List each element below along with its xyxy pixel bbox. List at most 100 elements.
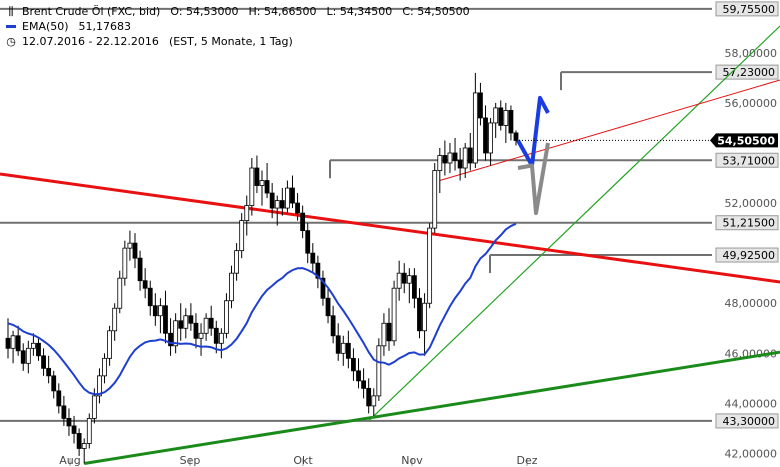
- level-label: 59,75500: [723, 3, 776, 16]
- ema-value: 51,17683: [78, 20, 132, 33]
- candle-body: [340, 342, 346, 354]
- candle-body: [97, 375, 102, 397]
- candle-body: [295, 202, 300, 214]
- uptrend-line-long: [83, 350, 780, 465]
- candle-body: [203, 317, 209, 334]
- candle-body: [472, 92, 478, 164]
- level-label-box: [715, 64, 779, 80]
- candle-body: [244, 205, 250, 222]
- bearish-scenario-arrow: [517, 142, 550, 216]
- candle-body: [198, 332, 204, 339]
- candle-body: [239, 220, 245, 252]
- candle-body: [351, 357, 356, 372]
- level-label-box: [715, 1, 779, 17]
- candle-body: [5, 337, 11, 349]
- candle-body: [213, 327, 219, 344]
- candle-body: [462, 147, 468, 169]
- candle-body: [345, 342, 351, 359]
- candle-body: [218, 332, 224, 344]
- uptrend-line-steep: [368, 25, 780, 422]
- candle-body: [376, 345, 382, 397]
- candle-body: [447, 152, 453, 164]
- candle-body: [310, 252, 316, 264]
- candle-body: [229, 272, 234, 302]
- candle-body: [284, 187, 290, 209]
- y-tick-label: 56,00000: [725, 97, 778, 110]
- candle-body: [478, 92, 483, 119]
- chart-meta: (EST, 5 Monate, 1 Tag): [168, 35, 293, 48]
- candle-body: [122, 247, 128, 279]
- candle-body: [30, 342, 36, 349]
- candle-body: [264, 180, 270, 194]
- level-label: 51,21500: [723, 217, 776, 230]
- date-range: 12.07.2016 - 22.12.2016: [22, 35, 159, 48]
- y-tick-label: 46,00000: [725, 347, 778, 360]
- candle-body: [56, 390, 62, 407]
- candle-body: [178, 320, 184, 329]
- candle-body: [183, 315, 189, 329]
- candle-body: [371, 395, 377, 407]
- close-value: C: 54,50500: [402, 5, 470, 18]
- candle-body: [76, 433, 82, 449]
- candle-body: [127, 242, 133, 249]
- candle-body: [46, 367, 52, 377]
- candle-body: [381, 322, 387, 347]
- candle-body: [320, 277, 326, 299]
- level-label: 57,23000: [723, 66, 776, 79]
- candle-body: [442, 155, 448, 164]
- candle-body: [112, 307, 118, 332]
- channel-line: [439, 79, 780, 182]
- candle-body: [254, 167, 260, 186]
- candle-body: [137, 257, 143, 282]
- x-tick-label: Sep: [180, 454, 201, 467]
- candle-body: [15, 335, 21, 352]
- candle-body: [330, 315, 336, 337]
- x-tick-label: Nov: [401, 454, 423, 467]
- candle-body: [467, 147, 473, 164]
- candle-body: [66, 418, 72, 427]
- candle-body: [61, 405, 67, 419]
- candle-body: [315, 262, 321, 279]
- candle-body: [117, 277, 123, 309]
- legend-ema-row: EMA(50) 51,17683: [4, 19, 470, 34]
- level-label-box: [715, 215, 779, 231]
- candle-body: [234, 250, 240, 274]
- level-label-box: [715, 413, 779, 429]
- level-label: 53,71000: [723, 154, 776, 167]
- y-tick-label: 48,00000: [725, 297, 778, 310]
- legend-date-row: ◷ 12.07.2016 - 22.12.2016 (EST, 5 Monate…: [4, 34, 470, 49]
- ema-label: EMA(50): [22, 20, 69, 33]
- candle-body: [432, 170, 438, 229]
- candle-body: [147, 287, 153, 307]
- downtrend-line: [0, 172, 780, 284]
- candle-body: [493, 107, 499, 124]
- candle-body: [36, 342, 41, 357]
- candle-body: [391, 287, 397, 342]
- last-price-box: [710, 133, 778, 148]
- candle-body: [325, 297, 331, 317]
- candle-body: [152, 305, 158, 317]
- candle-body: [335, 335, 341, 354]
- candle-body: [427, 227, 433, 304]
- candle-body: [508, 110, 514, 134]
- candle-body: [452, 152, 458, 161]
- candle-body: [157, 305, 163, 317]
- candle-body: [274, 200, 280, 209]
- level-label: 49,92500: [723, 249, 776, 262]
- candle-body: [503, 110, 509, 126]
- candle-body: [163, 305, 168, 334]
- candle-body: [290, 187, 295, 204]
- candle-body: [305, 230, 311, 254]
- y-tick-label: 44,00000: [725, 397, 778, 410]
- instrument-name: Brent Crude Öl (FXC, bid): [22, 5, 161, 18]
- candle-body: [401, 272, 407, 284]
- candle-body: [411, 275, 417, 299]
- candle-body: [20, 350, 26, 364]
- candle-body: [366, 387, 372, 407]
- candle-body: [142, 280, 148, 289]
- open-value: O: 54,53000: [170, 5, 239, 18]
- x-tick-label: Aug: [59, 454, 80, 467]
- candle-body: [51, 375, 57, 392]
- high-value: H: 54,66500: [248, 5, 317, 18]
